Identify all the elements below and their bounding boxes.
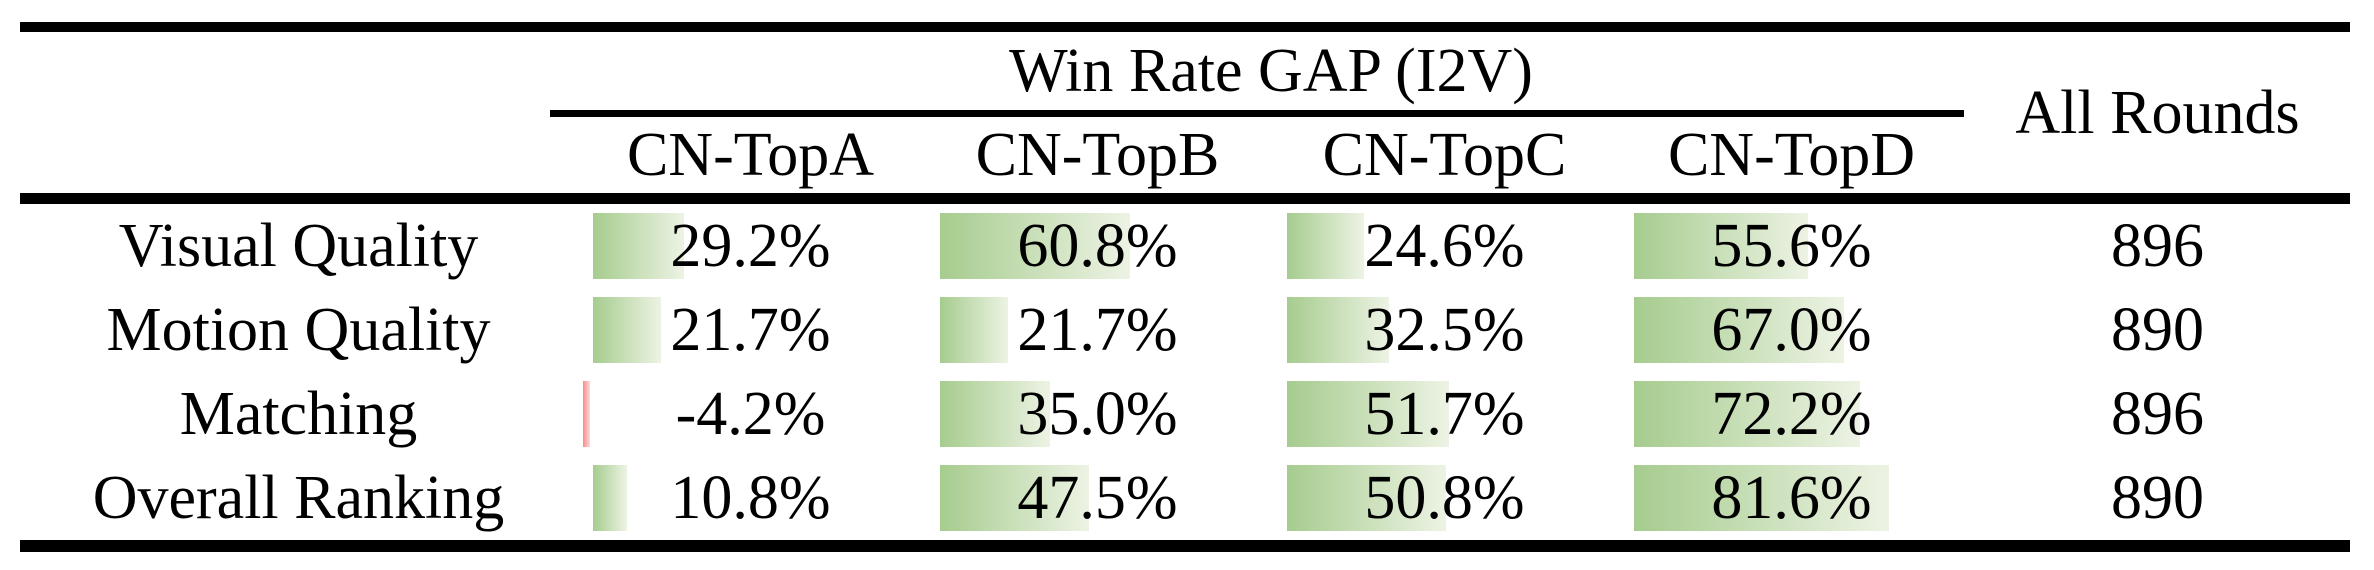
win-rate-cell: 10.8% [577, 456, 924, 540]
column-header-cn-topb: CN-TopB [975, 121, 1220, 189]
all-rounds-header: All Rounds [2015, 78, 2300, 147]
win-rate-cell: 21.7% [924, 288, 1271, 372]
win-rate-value: -4.2% [675, 380, 826, 448]
win-rate-cell: 47.5% [924, 456, 1271, 540]
data-bar [1287, 465, 1446, 531]
win-rate-value: 55.6% [1711, 212, 1872, 280]
rounds-cell: 890 [2111, 296, 2204, 364]
data-bar [593, 213, 684, 279]
win-rate-value: 29.2% [670, 212, 831, 280]
win-rate-value: 21.7% [1017, 296, 1178, 364]
win-rate-value: 81.6% [1711, 464, 1872, 532]
win-rate-cell: -4.2% [577, 372, 924, 456]
column-header-cn-topd: CN-TopD [1667, 121, 1916, 189]
win-rate-gap-title: Win Rate GAP (I2V) [1009, 37, 1533, 105]
rounds-cell: 890 [2111, 464, 2204, 532]
rounds-cell: 896 [2111, 380, 2204, 448]
row-label: Matching [179, 380, 418, 448]
row-label: Visual Quality [118, 212, 479, 280]
win-rate-cell: 72.2% [1618, 372, 1965, 456]
win-rate-value: 51.7% [1364, 380, 1525, 448]
win-rate-value: 47.5% [1017, 464, 1178, 532]
data-bar [1287, 381, 1449, 447]
win-rate-cell: 50.8% [1271, 456, 1618, 540]
data-bar [583, 381, 590, 447]
column-header-row: CN-TopA CN-TopB CN-TopC CN-TopD [577, 117, 1965, 193]
win-rate-cell: 29.2% [577, 204, 924, 288]
data-bar [940, 465, 1089, 531]
win-rate-cell: 24.6% [1271, 204, 1618, 288]
win-rate-cell: 35.0% [924, 372, 1271, 456]
win-rate-value: 21.7% [670, 296, 831, 364]
win-rate-value: 67.0% [1711, 296, 1872, 364]
bottom-rule [20, 540, 2350, 552]
win-rate-cell: 81.6% [1618, 456, 1965, 540]
win-rate-value: 72.2% [1711, 380, 1872, 448]
cmid-rule [550, 110, 1964, 117]
win-rate-value: 32.5% [1364, 296, 1525, 364]
data-bar [1634, 381, 1860, 447]
data-bar [593, 297, 661, 363]
table-body: Visual Quality 29.2% 60.8% 24.6% 55.6% 8… [20, 204, 2350, 540]
data-bar [1634, 297, 1844, 363]
data-bar [1287, 213, 1364, 279]
win-rate-value: 10.8% [670, 464, 831, 532]
data-bar [1634, 465, 1889, 531]
column-header-cn-topa: CN-TopA [626, 121, 875, 189]
win-rate-cell: 32.5% [1271, 288, 1618, 372]
data-bar [1634, 213, 1808, 279]
top-rule [20, 22, 2350, 32]
win-rate-value: 50.8% [1364, 464, 1525, 532]
data-bar [940, 297, 1008, 363]
win-rate-cell: 67.0% [1618, 288, 1965, 372]
win-rate-cell: 51.7% [1271, 372, 1618, 456]
row-label: Overall Ranking [92, 464, 505, 532]
data-bar [940, 213, 1130, 279]
win-rate-value: 60.8% [1017, 212, 1178, 280]
win-rate-cell: 21.7% [577, 288, 924, 372]
win-rate-value: 35.0% [1017, 380, 1178, 448]
data-bar [940, 381, 1050, 447]
win-rate-cell: 60.8% [924, 204, 1271, 288]
row-label: Motion Quality [106, 296, 491, 364]
header-bottom-rule [20, 193, 2350, 204]
win-rate-cell: 55.6% [1618, 204, 1965, 288]
win-rate-value: 24.6% [1364, 212, 1525, 280]
data-bar [593, 465, 627, 531]
data-bar [1287, 297, 1389, 363]
column-header-cn-topc: CN-TopC [1322, 121, 1567, 189]
rounds-cell: 896 [2111, 212, 2204, 280]
